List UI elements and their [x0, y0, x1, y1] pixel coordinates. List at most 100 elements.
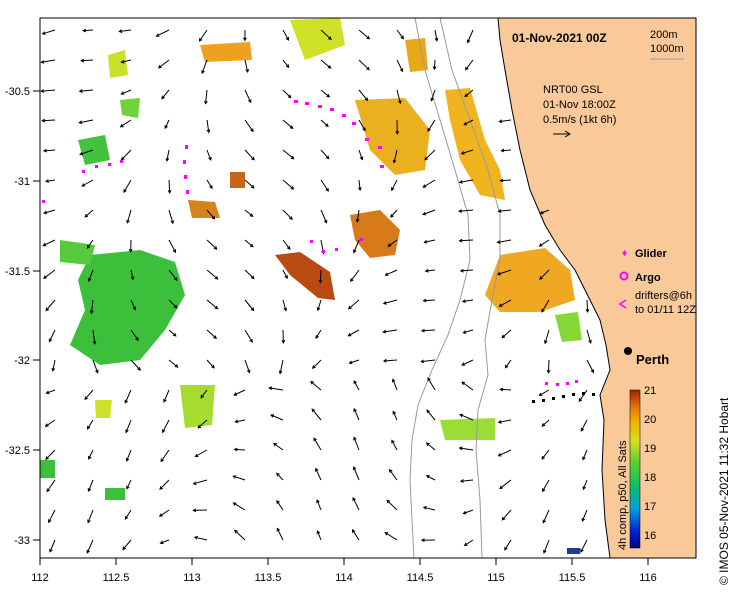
current-vector [539, 269, 550, 280]
current-vector-head [42, 242, 47, 247]
colorbar-title: 4h comp, p50, All Sats [617, 440, 629, 550]
current-vector [464, 539, 474, 546]
current-vector-head [501, 334, 506, 339]
current-vector-head [541, 308, 545, 313]
y-tick-label: -30.5 [5, 86, 30, 98]
y-axis: -30.5 -31 -31.5 -32 -32.5 -33 [5, 86, 40, 547]
glider-point [582, 392, 585, 395]
current-vector-head [194, 453, 199, 457]
current-vector-head [44, 179, 49, 183]
current-vector-head [585, 308, 590, 313]
current-vector [497, 269, 512, 275]
current-vector-head [496, 271, 501, 276]
current-vector-head [328, 36, 332, 41]
current-vector [168, 299, 178, 309]
current-vector [459, 447, 474, 451]
current-vector-head [165, 157, 170, 162]
current-vector [463, 509, 474, 514]
current-vector [391, 440, 398, 451]
x-tick-label: 114.5 [407, 572, 434, 584]
current-vector-head [395, 131, 400, 135]
current-vector-head [128, 248, 133, 253]
current-vector [459, 209, 474, 212]
current-vector-head [430, 97, 434, 102]
current-vector-head [43, 210, 48, 215]
current-vector [87, 509, 94, 523]
current-vector [424, 239, 436, 243]
sst-patch-green-north [78, 135, 110, 165]
current-vector [282, 299, 287, 311]
current-vector-head [352, 466, 357, 471]
current-vector [269, 387, 284, 391]
current-vector [433, 59, 436, 70]
current-vector-head [86, 425, 91, 430]
current-vector-head [201, 70, 205, 75]
current-vector-head [326, 93, 331, 98]
current-vector-head [173, 304, 178, 309]
current-vector [234, 448, 246, 451]
current-vector [320, 179, 329, 192]
current-vector [427, 119, 436, 132]
current-vector-head [466, 39, 471, 44]
current-vector-head [459, 268, 464, 273]
current-vector [426, 409, 436, 421]
drifter-point [305, 102, 309, 105]
current-vector [541, 449, 550, 460]
current-vector [45, 179, 56, 182]
current-vector [233, 502, 246, 511]
current-vector [422, 209, 436, 215]
current-vector-head [40, 89, 45, 93]
current-vector-head [458, 209, 462, 213]
current-vector-head [159, 540, 164, 545]
current-vector-head [538, 392, 543, 396]
current-vector-head [313, 437, 317, 442]
current-vector-head [40, 60, 45, 64]
current-vector [320, 209, 327, 223]
y-tick-label: -32.5 [5, 445, 30, 457]
current-vector-head [80, 58, 85, 63]
current-vector [91, 299, 94, 314]
current-vector-head [315, 335, 319, 340]
current-vector [356, 209, 360, 223]
argo-legend-label: Argo [635, 272, 661, 284]
drifter-point [330, 108, 334, 111]
current-vector [163, 389, 170, 403]
current-vector [313, 437, 322, 451]
colorbar-tick: 17 [644, 501, 656, 513]
current-vector-head [249, 213, 254, 217]
drifter-point [186, 190, 189, 194]
current-vector [81, 59, 94, 62]
current-vector [539, 239, 550, 247]
current-vector [130, 269, 134, 280]
current-vector [383, 299, 398, 305]
current-vector [244, 89, 252, 103]
current-vector [541, 419, 550, 427]
current-vector-head [285, 64, 290, 69]
current-vector-head [464, 93, 469, 98]
current-vector-head [172, 332, 177, 337]
current-vector [396, 29, 404, 39]
current-vector-head [390, 213, 394, 218]
current-vector-head [366, 35, 371, 40]
sst-patch-orange-mid [350, 210, 400, 258]
current-vector-head [463, 121, 468, 126]
current-vector-head [78, 120, 83, 125]
current-vector-head [84, 396, 88, 401]
current-vector [166, 149, 170, 161]
current-vector [48, 509, 56, 523]
current-vector [168, 179, 171, 193]
current-vector-head [347, 305, 352, 310]
current-vectors [40, 28, 594, 554]
y-tick-label: -33 [14, 535, 30, 547]
current-vector-head [459, 479, 464, 483]
current-vector-head [278, 370, 283, 375]
current-vector-head [198, 37, 203, 42]
current-vector [244, 59, 249, 73]
current-vector-head [318, 279, 323, 284]
isobath-200m [439, 18, 501, 558]
current-vector [45, 419, 56, 427]
current-vector [83, 29, 94, 32]
current-vector-head [137, 366, 142, 371]
drifter-point [310, 240, 313, 243]
